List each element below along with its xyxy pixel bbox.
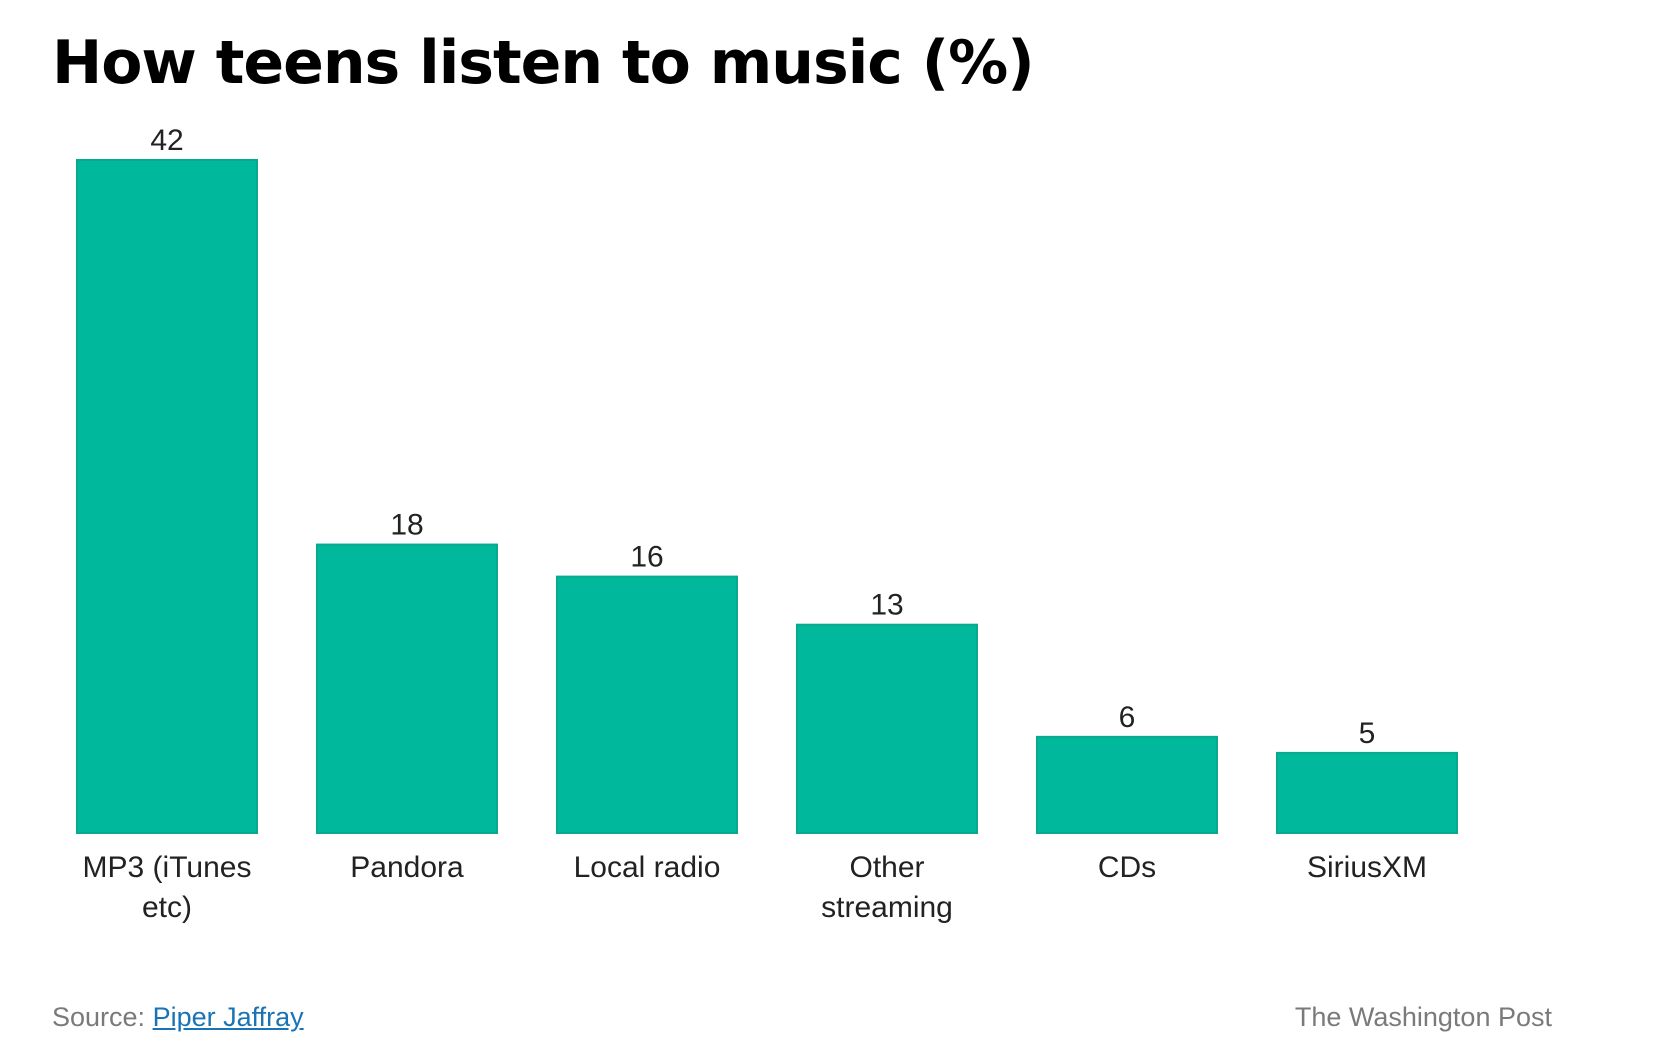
category-labels-group: MP3 (iTunes etc) Pandora Local radio Other st… — [83, 851, 1427, 924]
source-prefix: Source: — [52, 1002, 153, 1032]
bars-group — [76, 159, 1458, 835]
category-label-line: Other — [849, 851, 924, 884]
category-label-line: etc) — [142, 891, 192, 924]
category-label-line: CDs — [1098, 851, 1156, 884]
category-label-line: Local radio — [574, 851, 721, 884]
category-label-line: MP3 (iTunes — [83, 851, 252, 884]
category-label-5: SiriusXM — [1307, 851, 1427, 884]
source-note: Source: Piper Jaffray — [52, 1002, 304, 1033]
category-label-line: Pandora — [350, 851, 464, 884]
value-label-3: 13 — [870, 589, 903, 622]
category-label-4: CDs — [1098, 851, 1156, 884]
value-label-2: 16 — [630, 541, 663, 574]
value-label-0: 42 — [150, 124, 183, 157]
category-label-line: SiriusXM — [1307, 851, 1427, 884]
bar-3 — [796, 623, 978, 835]
bar-4 — [1036, 735, 1218, 834]
bar-chart: 42 18 16 13 6 5 MP3 (iTunes etc) Pandora Local r… — [76, 124, 1458, 924]
value-label-1: 18 — [390, 509, 423, 542]
category-label-0: MP3 (iTunes etc) — [83, 851, 252, 924]
bar-0 — [76, 159, 258, 834]
category-label-line: streaming — [821, 891, 953, 924]
value-labels-group: 42 18 16 13 6 5 — [150, 124, 1375, 750]
bar-1 — [316, 543, 498, 834]
category-label-1: Pandora — [350, 851, 464, 884]
publisher-credit: The Washington Post — [1294, 1002, 1552, 1032]
source-link[interactable]: Piper Jaffray — [152, 1002, 304, 1032]
category-label-2: Local radio — [574, 851, 721, 884]
bar-5 — [1276, 751, 1458, 835]
value-label-5: 5 — [1359, 717, 1376, 750]
chart-title: How teens listen to music (%) — [52, 28, 1035, 98]
value-label-4: 6 — [1119, 701, 1136, 734]
bar-2 — [556, 575, 738, 834]
category-label-3: Other streaming — [821, 851, 953, 924]
